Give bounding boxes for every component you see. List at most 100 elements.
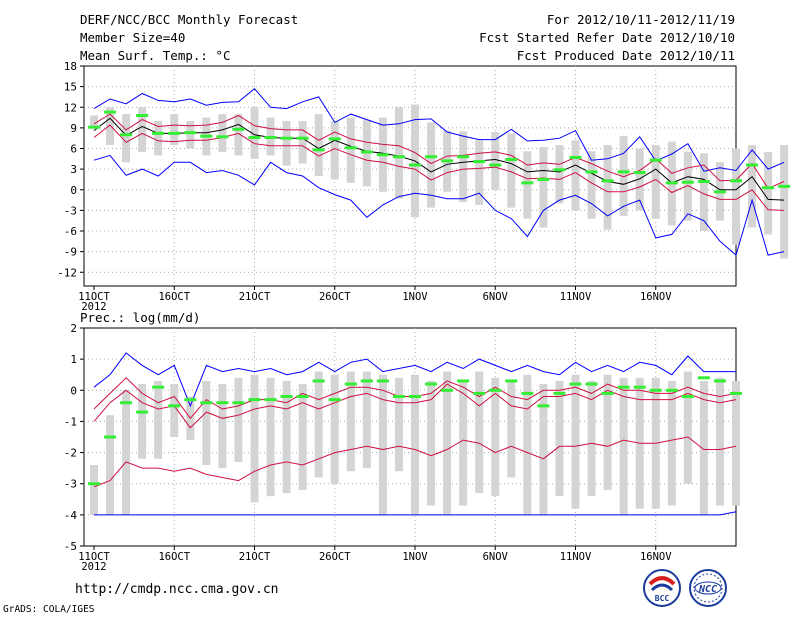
prec-spread-box (603, 374, 612, 490)
footer-url[interactable]: http://cmdp.ncc.cma.gov.cn (75, 582, 279, 597)
temp-spread-box (571, 140, 580, 211)
temp-spread-box (764, 151, 773, 235)
temp-xtick-label: 21OCT (239, 291, 271, 303)
temp-median-mark (489, 163, 502, 167)
prec-spread-box (250, 374, 259, 503)
temp-xtick-label: 11OCT (78, 291, 110, 303)
prec-spread-box (699, 380, 708, 515)
prec-median-mark (376, 379, 389, 383)
temp-spread-box (748, 145, 757, 228)
prec-median-mark (665, 388, 678, 392)
temp-median-mark (296, 136, 309, 140)
temp-median-mark (569, 155, 582, 159)
prec-median-mark (168, 404, 181, 408)
prec-median-mark (489, 388, 502, 392)
temp-spread-box (218, 114, 227, 152)
prec-median-mark (649, 388, 662, 392)
prec-spread-box (491, 377, 500, 497)
prec-median-mark (473, 391, 486, 395)
temp-median-mark (360, 150, 373, 154)
temp-median-mark (104, 110, 117, 114)
prec-median-mark (409, 395, 421, 399)
prec-xtick-label: 11NOV (560, 551, 592, 563)
temp-median-mark (762, 186, 775, 190)
prec-spread-box (234, 377, 243, 462)
temp-ytick-label: 15 (64, 81, 77, 94)
prec-spread-box (170, 384, 179, 437)
prec-xtick-label: 1NOV (402, 551, 428, 563)
temp-median-mark (778, 184, 791, 188)
temp-series-max (93, 88, 785, 172)
prec-median-mark (232, 401, 245, 405)
temp-median-mark (344, 146, 357, 150)
temp-spread-box (732, 148, 740, 245)
temp-median-mark (697, 180, 710, 183)
temp-median-mark (280, 136, 293, 140)
temp-median-mark (168, 131, 181, 135)
temp-median-mark (184, 131, 197, 135)
prec-spread-box (282, 380, 291, 494)
prec-spread-box (411, 374, 419, 515)
temp-ytick-label: 0 (70, 184, 77, 197)
bcc-logo-text: BCC (655, 594, 670, 603)
bcc-logo: BCC (643, 569, 681, 607)
temp-spread-box (491, 132, 500, 190)
temp-year-label: 2012 (81, 301, 106, 313)
temp-median-mark (328, 137, 341, 141)
prec-median-mark (120, 401, 133, 405)
temp-median-mark (521, 181, 534, 185)
temp-median-mark (392, 155, 405, 159)
temp-spread-box (427, 122, 436, 208)
prec-spread-box (571, 374, 580, 509)
temp-series-min (93, 154, 785, 256)
prec-spread-box (330, 374, 339, 484)
temp-xtick-label: 1NOV (402, 291, 428, 303)
prec-series-p-low (93, 436, 737, 488)
temp-xtick-label: 26OCT (319, 291, 351, 303)
temp-spread-box (122, 114, 131, 163)
temp-median-mark (216, 135, 229, 139)
prec-spread-box (90, 465, 98, 515)
prec-median-mark (681, 395, 694, 399)
prec-spread-box (715, 377, 724, 506)
forecast-period: For 2012/10/11-2012/11/19 (546, 12, 735, 27)
temp-median-mark (136, 114, 149, 117)
temp-spread-box (346, 117, 355, 183)
prec-ytick-label: -2 (64, 447, 77, 460)
prec-median-mark (104, 435, 117, 439)
prec-spread-box (154, 380, 163, 459)
temp-median-mark (649, 158, 662, 162)
temp-median-mark (633, 171, 646, 175)
temp-spread-box (106, 107, 115, 146)
temp-median-mark (376, 153, 389, 157)
prec-median-mark (569, 382, 582, 386)
prec-spread-box (507, 380, 516, 478)
prec-median-mark (521, 391, 534, 395)
temp-median-mark (200, 134, 213, 138)
prec-median-mark (88, 482, 100, 486)
temp-ytick-label: -6 (64, 225, 77, 238)
temp-median-mark (409, 163, 421, 167)
prec-median-mark (730, 391, 742, 395)
temp-spread-box (138, 107, 147, 152)
prec-median-mark (200, 401, 213, 405)
prec-variable-label: Prec.: log(mm/d) (80, 310, 200, 325)
prec-median-mark (296, 395, 309, 399)
prec-median-mark (617, 385, 630, 389)
temp-spread-box (314, 114, 323, 176)
temp-median-mark (617, 170, 630, 174)
temp-spread-box (394, 107, 403, 199)
temp-spread-box (555, 145, 564, 204)
prec-median-mark (392, 395, 405, 399)
prec-spread-box (459, 380, 468, 506)
prec-median-mark (360, 379, 373, 383)
prec-spread-box (298, 384, 307, 490)
prec-ytick-label: -5 (64, 540, 77, 553)
prec-ytick-label: -3 (64, 478, 77, 491)
temp-median-mark (665, 181, 678, 185)
prec-spread-box (138, 384, 147, 459)
prec-median-mark (505, 379, 518, 383)
prec-spread-box (539, 384, 548, 515)
temp-median-mark (537, 177, 550, 181)
temp-median-mark (473, 160, 486, 164)
